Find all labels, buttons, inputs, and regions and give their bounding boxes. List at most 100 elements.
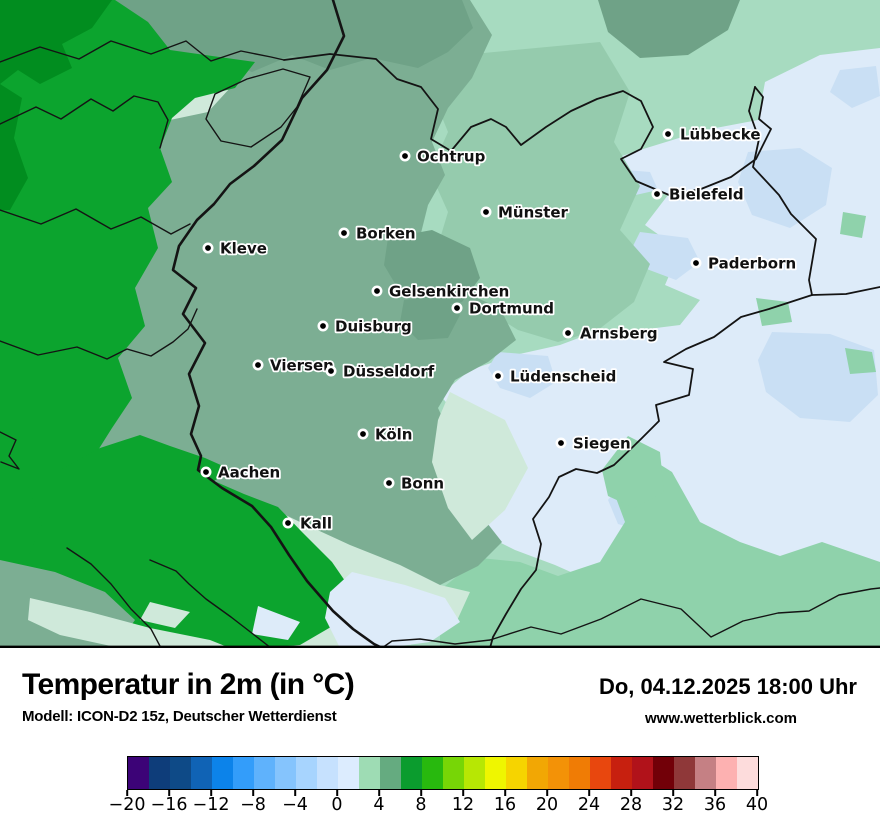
colorbar-tick-label: 4 bbox=[373, 795, 385, 815]
city-label-lübbecke: Lübbecke bbox=[680, 126, 761, 144]
city-markers: Ochtrup Lübbecke Münster Bielefeld Borken Kle… bbox=[200, 124, 798, 534]
colorbar-tickmark bbox=[462, 790, 464, 796]
city-label-düsseldorf: Düsseldorf bbox=[343, 363, 435, 381]
colorbar-segment--16-to--14 bbox=[170, 757, 191, 789]
border-line bbox=[149, 559, 272, 648]
colorbar-tickmark bbox=[630, 790, 632, 796]
colorbar-segment--2-to-0 bbox=[317, 757, 338, 789]
map-region bbox=[26, 435, 354, 648]
colorbar-tick-label: −16 bbox=[150, 795, 188, 815]
colorbar-segment-10-to-12 bbox=[443, 757, 464, 789]
map-region bbox=[140, 602, 190, 628]
map-region bbox=[430, 42, 650, 342]
colorbar-tick-label: 12 bbox=[451, 795, 475, 815]
colorbar-segment-38-to-40 bbox=[737, 757, 758, 789]
colorbar-tick-label: 20 bbox=[535, 795, 559, 815]
colorbar-segment-16-to-18 bbox=[506, 757, 527, 789]
temperature-map: Ochtrup Lübbecke Münster Bielefeld Borken Kle… bbox=[0, 0, 880, 648]
map-region bbox=[830, 66, 880, 108]
city-dot-kleve bbox=[202, 242, 214, 254]
map-canvas: Ochtrup Lübbecke Münster Bielefeld Borken Kle… bbox=[0, 0, 880, 648]
colorbar-tick-label: −8 bbox=[240, 795, 266, 815]
city-dot-lübbecke bbox=[662, 128, 674, 140]
colorbar-segment--8-to--6 bbox=[254, 757, 275, 789]
colorbar-tick-labels: −20 −16 −12 −8 −4 0 4 8 12 16 20 24 28 32 36 40 bbox=[109, 795, 769, 817]
border-line bbox=[66, 547, 162, 648]
colorbar-segment-14-to-16 bbox=[485, 757, 506, 789]
colorbar-tickmark bbox=[714, 790, 716, 796]
map-region bbox=[840, 212, 866, 238]
map-region bbox=[325, 572, 460, 648]
map-region bbox=[488, 352, 556, 398]
map-region bbox=[440, 452, 880, 648]
map-region bbox=[602, 436, 664, 508]
city-dot-aachen bbox=[200, 466, 212, 478]
colorbar-segment--4-to--2 bbox=[296, 757, 317, 789]
city-dot-kall bbox=[282, 517, 294, 529]
map-region bbox=[738, 148, 832, 228]
map-borders bbox=[0, 0, 880, 648]
colorbar-tickmark bbox=[168, 790, 170, 796]
colorbar-tickmark bbox=[756, 790, 758, 796]
city-dot-paderborn bbox=[690, 257, 702, 269]
colorbar-segment-36-to-38 bbox=[716, 757, 737, 789]
colorbar-tickmark bbox=[588, 790, 590, 796]
border-line bbox=[489, 86, 817, 648]
colorbar-segment-28-to-30 bbox=[632, 757, 653, 789]
city-dot-borken bbox=[338, 227, 350, 239]
city-dot-köln bbox=[357, 428, 369, 440]
city-dot-arnsberg bbox=[562, 327, 574, 339]
map-region bbox=[0, 0, 255, 600]
city-label-dortmund: Dortmund bbox=[469, 300, 554, 318]
website-url: www.wetterblick.com bbox=[645, 710, 797, 727]
colorbar-segment--14-to--12 bbox=[191, 757, 212, 789]
colorbar-segment--20-to--18 bbox=[128, 757, 149, 789]
page-title: Temperatur in 2m (in °C) bbox=[22, 668, 355, 701]
city-dot-münster bbox=[480, 206, 492, 218]
colorbar-segment-4-to-6 bbox=[380, 757, 401, 789]
colorbar-tick-label: 28 bbox=[619, 795, 643, 815]
colorbar-segment--6-to--4 bbox=[275, 757, 296, 789]
city-dot-ochtrup bbox=[399, 150, 411, 162]
colorbar-tickmark bbox=[294, 790, 296, 796]
colorbar-tick-label: −20 bbox=[108, 795, 146, 815]
map-regions bbox=[0, 0, 880, 648]
city-label-münster: Münster bbox=[498, 204, 569, 222]
colorbar-tickmark bbox=[126, 790, 128, 796]
colorbar-segment-18-to-20 bbox=[527, 757, 548, 789]
colorbar-segment-20-to-22 bbox=[548, 757, 569, 789]
map-region bbox=[28, 598, 230, 648]
colorbar-segment-24-to-26 bbox=[590, 757, 611, 789]
colorbar-tick-label: 8 bbox=[415, 795, 427, 815]
border-line bbox=[283, 53, 772, 196]
colorbar-tickmark bbox=[672, 790, 674, 796]
map-region bbox=[252, 606, 300, 640]
colorbar-tickmark bbox=[252, 790, 254, 796]
colorbar-segment--18-to--16 bbox=[149, 757, 170, 789]
city-label-bielefeld: Bielefeld bbox=[669, 186, 744, 204]
colorbar-segment-22-to-24 bbox=[569, 757, 590, 789]
city-label-aachen: Aachen bbox=[218, 464, 280, 482]
colorbar-segment-6-to-8 bbox=[401, 757, 422, 789]
border-line bbox=[205, 68, 311, 148]
colorbar-segment-8-to-10 bbox=[422, 757, 443, 789]
city-label-köln: Köln bbox=[375, 426, 413, 444]
city-label-lüdenscheid: Lüdenscheid bbox=[510, 368, 616, 386]
map-region bbox=[0, 0, 112, 84]
city-label-viersen: Viersen bbox=[270, 357, 334, 375]
city-label-siegen: Siegen bbox=[573, 435, 631, 453]
city-label-kall: Kall bbox=[300, 515, 332, 533]
colorbar-tickmark bbox=[420, 790, 422, 796]
colorbar-segment-30-to-32 bbox=[653, 757, 674, 789]
border-line bbox=[171, 0, 384, 648]
colorbar-segment--10-to--8 bbox=[233, 757, 254, 789]
map-region bbox=[598, 0, 740, 58]
map-region bbox=[432, 392, 528, 540]
city-dot-bonn bbox=[383, 477, 395, 489]
colorbar-tick-label: 0 bbox=[331, 795, 343, 815]
colorbar-tick-label: 32 bbox=[661, 795, 685, 815]
city-dot-siegen bbox=[555, 437, 567, 449]
city-dot-düsseldorf bbox=[325, 365, 337, 377]
map-region bbox=[384, 230, 480, 308]
